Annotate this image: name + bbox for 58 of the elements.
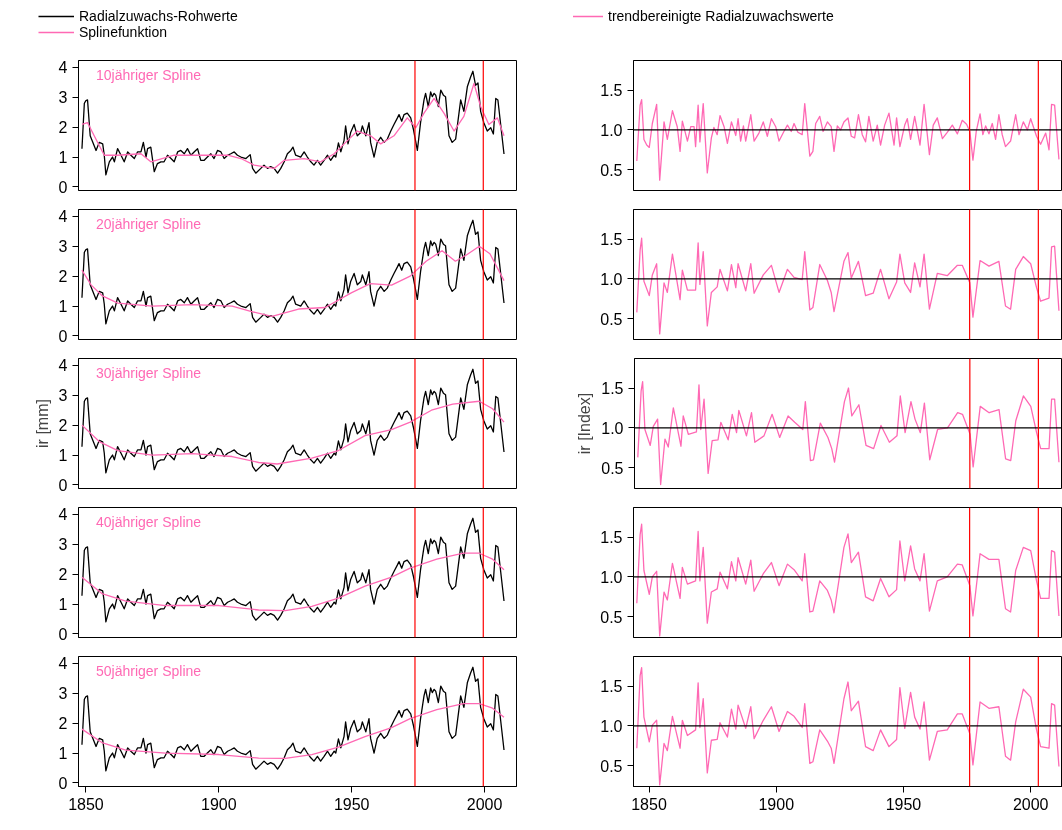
annotation: 40jähriger Spline	[96, 514, 202, 530]
y-tick-label: 1.0	[600, 568, 623, 586]
annotation: 10jähriger Spline	[96, 67, 202, 83]
y-tick-label: 1.5	[600, 82, 623, 100]
legend-label: Radialzuwachs-Rohwerte	[79, 8, 238, 24]
y-tick-label: 2	[58, 417, 68, 435]
x-tick-label: 2000	[1012, 795, 1049, 813]
y-tick-label: 3	[58, 238, 68, 256]
y-tick-label: 4	[58, 208, 68, 226]
y-axis-title: ir [Index]	[576, 392, 594, 455]
y-tick-label: 0	[58, 476, 68, 494]
y-tick-label: 0	[58, 178, 68, 196]
x-tick-label: 1900	[201, 795, 237, 813]
y-tick-label: 3	[58, 387, 68, 405]
y-tick-label: 0	[58, 774, 68, 792]
y-tick-label: 1	[58, 149, 68, 167]
y-tick-label: 3	[58, 685, 68, 703]
x-tick-label: 1900	[758, 795, 795, 813]
y-tick-label: 1.0	[600, 717, 623, 735]
x-tick-label: 2000	[466, 795, 503, 813]
legend-label: trendbereinigte Radialzuwachswerte	[608, 8, 834, 24]
y-tick-label: 1	[58, 447, 68, 465]
y-tick-label: 1.0	[600, 270, 623, 288]
y-tick-label: 1.5	[600, 529, 623, 547]
y-tick-label: 0.5	[600, 161, 623, 179]
y-tick-label: 4	[58, 506, 68, 524]
y-tick-label: 2	[58, 119, 68, 137]
y-tick-label: 2	[58, 566, 68, 584]
y-tick-label: 3	[58, 89, 68, 107]
y-tick-label: 1.5	[601, 380, 624, 398]
x-tick-label: 1950	[885, 795, 922, 813]
y-tick-label: 2	[58, 715, 68, 733]
y-tick-label: 4	[58, 655, 68, 673]
y-tick-label: 1	[58, 298, 68, 316]
y-tick-label: 0.5	[600, 608, 623, 626]
y-tick-label: 0.5	[600, 757, 623, 775]
y-tick-label: 1.0	[600, 121, 623, 139]
y-tick-label: 0	[58, 625, 68, 643]
y-tick-label: 1	[58, 596, 68, 614]
y-tick-label: 4	[58, 357, 68, 375]
y-tick-label: 0	[58, 327, 68, 345]
y-axis-title: ir [mm]	[33, 399, 51, 448]
y-tick-label: 0.5	[600, 310, 623, 328]
annotation: 50jähriger Spline	[96, 663, 202, 679]
y-tick-label: 0.5	[601, 459, 624, 477]
legend-label: Splinefunktion	[79, 24, 167, 40]
y-tick-label: 1.0	[601, 419, 624, 437]
annotation: 30jähriger Spline	[96, 365, 202, 381]
y-tick-label: 2	[58, 268, 68, 286]
x-tick-label: 1850	[631, 795, 667, 813]
x-tick-label: 1950	[333, 795, 370, 813]
y-tick-label: 3	[58, 536, 68, 554]
annotation: 20jähriger Spline	[96, 216, 202, 232]
y-tick-label: 1	[58, 745, 68, 763]
x-tick-label: 1850	[68, 795, 104, 813]
y-tick-label: 1.5	[600, 678, 623, 696]
y-tick-label: 4	[58, 59, 68, 77]
y-tick-label: 1.5	[600, 231, 623, 249]
